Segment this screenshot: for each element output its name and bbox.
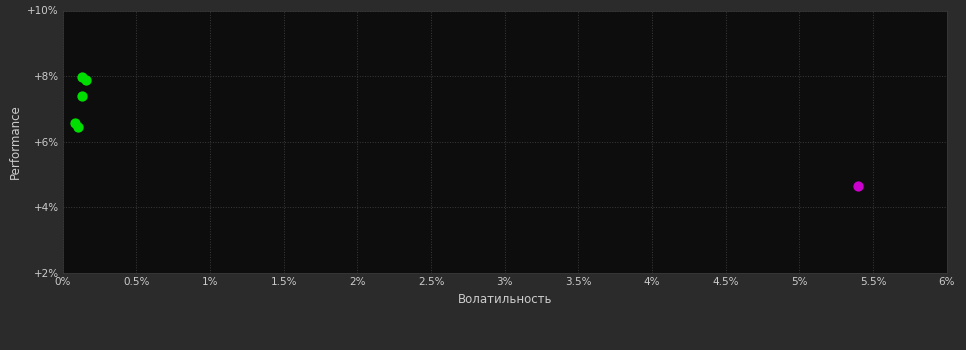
Point (67, 120, 82, 126)
Point (74, 74, 90, 79)
Point (78, 78, 94, 83)
Point (850, 183, 866, 189)
Y-axis label: Performance: Performance (9, 104, 21, 179)
X-axis label: Волатильность: Волатильность (458, 293, 552, 306)
Point (74, 93, 90, 99)
Point (70, 124, 85, 130)
